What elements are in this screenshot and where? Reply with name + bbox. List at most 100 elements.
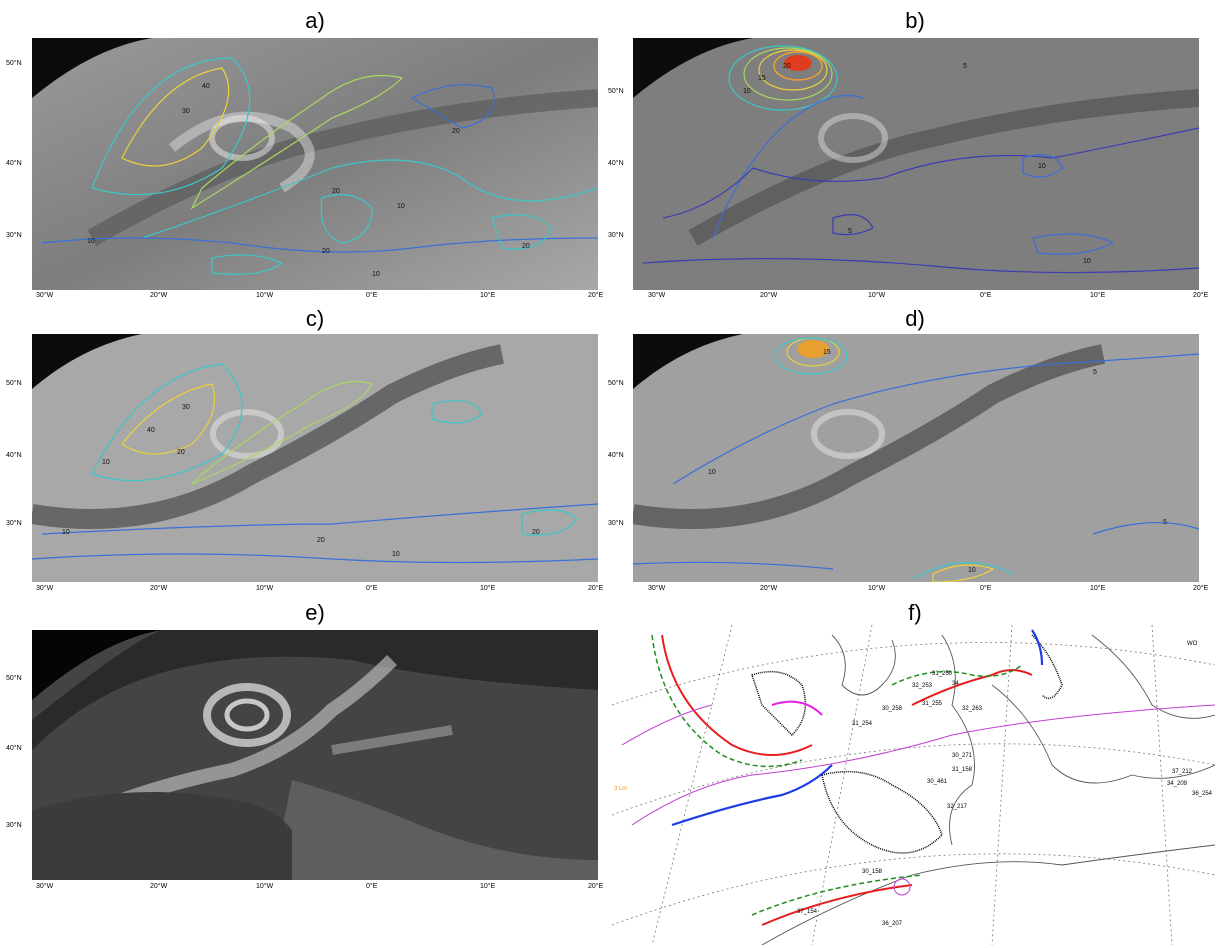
synoptic-label: 36_207 — [882, 921, 903, 927]
panel-c-lat-50: 50°N — [6, 380, 22, 387]
panel-e-lon: 20°W — [150, 883, 168, 890]
contour-label: 5 — [1093, 369, 1097, 376]
panel-d-lon: 0°E — [980, 585, 992, 592]
synoptic-label: 3 Lm — [614, 786, 627, 792]
synoptic-label: 34_209 — [1167, 781, 1188, 787]
panel-c-lon: 0°E — [366, 585, 378, 592]
contour-label: 15 — [823, 349, 831, 356]
contour-label: 20 — [532, 529, 540, 536]
synoptic-label: 30_158 — [862, 869, 883, 875]
panel-e-lat-50: 50°N — [6, 675, 22, 682]
synoptic-label: 31_250 — [932, 671, 953, 677]
contour-label: 20 — [322, 248, 330, 255]
panel-d-lat-30: 30°N — [608, 520, 624, 527]
panel-d-map: 15 10 5 10 5 — [633, 334, 1199, 582]
panel-a-lon: 10°W — [256, 292, 274, 299]
panel-b-lat-30: 30°N — [608, 232, 624, 239]
contour-label: 20 — [452, 128, 460, 135]
panel-a-lat-50: 50°N — [6, 60, 22, 67]
contour-label: 10 — [392, 551, 400, 558]
contour-label: 5 — [848, 228, 852, 235]
panel-e-lon: 0°E — [366, 883, 378, 890]
synoptic-label: 32_253 — [912, 683, 933, 689]
panel-b-lat-40: 40°N — [608, 160, 624, 167]
panel-d-lat-40: 40°N — [608, 452, 624, 459]
panel-b-lon: 20°W — [760, 292, 778, 299]
contour-label: 5 — [1163, 519, 1167, 526]
synoptic-label: 32_217 — [947, 804, 968, 810]
panel-d-lon: 20°W — [760, 585, 778, 592]
synoptic-label: 34 — [952, 681, 959, 687]
panel-c-lon: 20°W — [150, 585, 168, 592]
contour-label: 10 — [372, 271, 380, 278]
panel-b-lon: 20°E — [1193, 292, 1209, 299]
panel-a-map: 30 40 20 20 10 10 20 20 10 — [32, 38, 598, 290]
synoptic-label: 30_271 — [952, 753, 973, 759]
contour-label: 40 — [202, 83, 210, 90]
contour-label: 30 — [182, 108, 190, 115]
panel-a-lat-30: 30°N — [6, 232, 22, 239]
panel-b-lon: 10°E — [1090, 292, 1106, 299]
panel-e-label: e) — [305, 600, 325, 625]
panel-c-lon: 30°W — [36, 585, 54, 592]
panel-c-lat-30: 30°N — [6, 520, 22, 527]
contour-label: 20 — [783, 63, 791, 70]
synoptic-label: 32_263 — [962, 706, 983, 712]
synoptic-label: 31_158 — [952, 767, 973, 773]
synoptic-label: 37_154 — [797, 909, 818, 915]
panel-a-lon: 20°E — [588, 292, 604, 299]
panel-f-map: 31_250 32_253 34 31_254 32_263 30_258 31… — [612, 625, 1215, 945]
panel-b-contours: 20 15 10 5 10 10 5 — [633, 38, 1199, 290]
contour-label: 20 — [522, 243, 530, 250]
panel-a-label: a) — [305, 8, 325, 33]
panel-b-lon: 0°E — [980, 292, 992, 299]
panel-e-image — [32, 630, 598, 880]
contour-label: 10 — [968, 567, 976, 574]
contour-label: 10 — [397, 203, 405, 210]
panel-d-contours: 15 10 5 10 5 — [633, 334, 1199, 582]
panel-d-lon: 20°E — [1193, 585, 1209, 592]
synoptic-label: WO — [1187, 641, 1198, 647]
synoptic-label: 36_254 — [1192, 791, 1213, 797]
contour-label: 10 — [708, 469, 716, 476]
panel-b-lon: 30°W — [648, 292, 666, 299]
contour-label: 10 — [62, 529, 70, 536]
panel-d-lat-50: 50°N — [608, 380, 624, 387]
panel-c-map: 30 40 20 10 10 20 10 20 — [32, 334, 598, 582]
contour-label: 10 — [1038, 163, 1046, 170]
panel-c-lat-40: 40°N — [6, 452, 22, 459]
contour-label: 10 — [1083, 258, 1091, 265]
panel-c-contours: 30 40 20 10 10 20 10 20 — [32, 334, 598, 582]
contour-label: 10 — [743, 88, 751, 95]
panel-e-lat-30: 30°N — [6, 822, 22, 829]
panel-a-lon: 10°E — [480, 292, 496, 299]
panel-d-lon: 10°E — [1090, 585, 1106, 592]
contour-label: 15 — [758, 75, 766, 82]
panel-e-lon: 30°W — [36, 883, 54, 890]
panel-e-lat-40: 40°N — [6, 745, 22, 752]
synoptic-label: 30_461 — [927, 779, 948, 785]
contour-label: 10 — [87, 238, 95, 245]
contour-label: 20 — [177, 449, 185, 456]
panel-f-label: f) — [908, 600, 922, 625]
panel-f-synoptic: 31_250 32_253 34 31_254 32_263 30_258 31… — [612, 625, 1215, 945]
contour-label: 30 — [182, 404, 190, 411]
synoptic-label: 30_258 — [882, 706, 903, 712]
panel-c-lon: 20°E — [588, 585, 604, 592]
contour-label: 5 — [963, 63, 967, 70]
panel-a-lat-40: 40°N — [6, 160, 22, 167]
panel-b-lon: 10°W — [868, 292, 886, 299]
contour-label: 10 — [102, 459, 110, 466]
contour-label: 20 — [332, 188, 340, 195]
panel-c-lon: 10°W — [256, 585, 274, 592]
panel-c-label: c) — [305, 306, 325, 331]
panel-a-contours: 30 40 20 20 10 10 20 20 10 — [32, 38, 598, 290]
panel-d-label: d) — [905, 306, 925, 331]
synoptic-label: 31_255 — [922, 701, 943, 707]
contour-label: 40 — [147, 427, 155, 434]
panel-e-lon: 20°E — [588, 883, 604, 890]
synoptic-label: 31_254 — [852, 721, 873, 727]
panel-d-lon: 30°W — [648, 585, 666, 592]
panel-c-lon: 10°E — [480, 585, 496, 592]
panel-e-lon: 10°W — [256, 883, 274, 890]
